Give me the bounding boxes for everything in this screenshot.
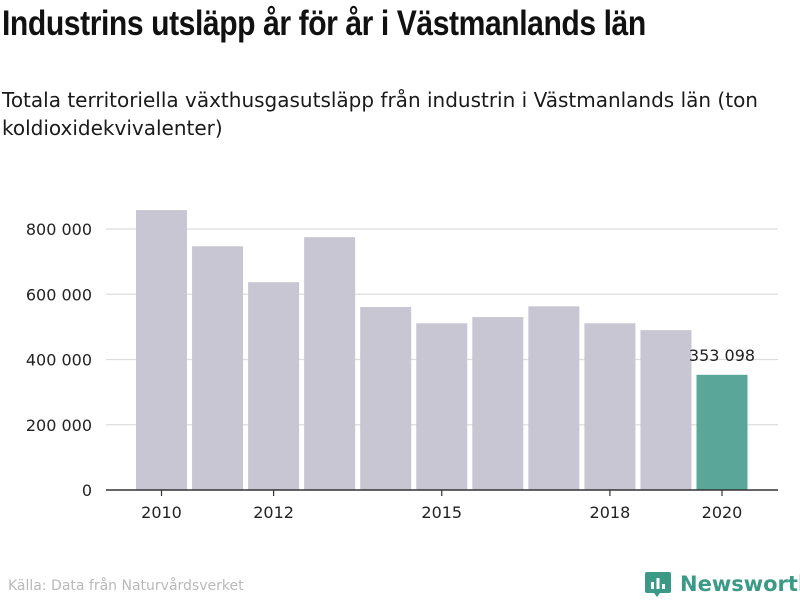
source-note: Källa: Data från Naturvårdsverket [8,578,244,594]
x-tick-label: 2020 [702,503,743,522]
bar [584,323,636,490]
y-tick-label: 600 000 [26,285,92,304]
x-axis [106,489,778,496]
x-tick-label: 2010 [141,503,182,522]
x-tick-label: 2012 [253,503,294,522]
y-tick-label: 800 000 [26,220,92,239]
y-tick-label: 200 000 [26,416,92,435]
bar [248,282,300,490]
brand-name: Newsworthy [680,572,800,596]
y-tick-label: 0 [82,481,92,500]
chart-title: Industrins utsläpp år för år i Västmanla… [2,4,646,43]
y-tick-label: 400 000 [26,351,92,370]
x-tick-label: 2015 [421,503,462,522]
bar-chart-pin-icon [645,572,671,597]
bar [416,323,468,490]
bar [640,330,692,490]
chart-subtitle: Totala territoriella växthusgasutsläpp f… [2,88,758,140]
highlight-value-label: 353 098 [689,346,755,365]
x-axis-labels: 2010 2012 2015 2018 2020 [141,503,742,522]
bar [696,374,748,490]
bar [304,237,356,490]
brand-logo[interactable]: Newsworthy [644,568,800,600]
x-tick-label: 2018 [590,503,631,522]
bar [528,306,580,490]
bar [472,317,524,490]
y-axis-labels: 0 200 000 400 000 600 000 800 000 [26,220,92,500]
bar [360,306,412,490]
bar [192,246,244,490]
annotations: 353 098 [689,346,755,365]
bar [136,210,187,490]
bars [136,210,748,490]
